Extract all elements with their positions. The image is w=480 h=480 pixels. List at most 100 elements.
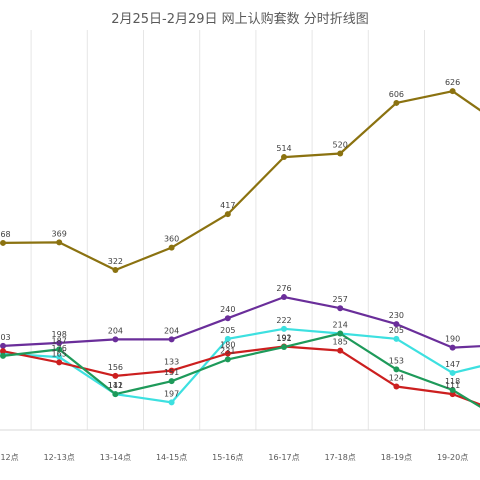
- data-label: 191: [276, 334, 291, 343]
- x-tick-label: 16-17点: [268, 453, 299, 462]
- data-point: [337, 347, 344, 354]
- data-point: [449, 391, 456, 398]
- series-line-4: [2, 345, 480, 406]
- data-point: [0, 239, 6, 246]
- series-line-5: [2, 332, 480, 408]
- data-point: [281, 325, 287, 332]
- data-label: 111: [108, 381, 123, 390]
- data-point: [112, 267, 119, 273]
- data-point: [449, 369, 456, 376]
- data-label: 147: [445, 360, 460, 369]
- data-label: 153: [389, 356, 404, 365]
- data-label: 111: [445, 381, 460, 390]
- data-label: 205: [389, 326, 404, 335]
- data-point: [337, 150, 344, 157]
- x-tick-label: 14-15点: [156, 453, 187, 462]
- data-point: [56, 239, 63, 246]
- data-label: 606: [389, 90, 404, 99]
- data-point: [56, 354, 63, 361]
- data-label: 176: [52, 344, 67, 353]
- data-point: [224, 335, 231, 342]
- data-label: 165: [52, 349, 67, 358]
- data-label: 257: [333, 295, 348, 304]
- data-label: 151: [164, 368, 179, 377]
- data-point: [393, 366, 400, 373]
- data-label: 626: [445, 78, 460, 87]
- data-point: [112, 336, 119, 343]
- series-line-3: [2, 327, 480, 404]
- series-line-1: [2, 90, 480, 272]
- data-point: [224, 350, 231, 357]
- series-points: [0, 88, 456, 406]
- x-tick-label: 11-12点: [0, 453, 19, 462]
- data-point: [224, 356, 231, 363]
- data-label: 240: [220, 305, 235, 314]
- data-point: [393, 321, 400, 328]
- data-point: [168, 367, 175, 374]
- data-point: [168, 336, 175, 343]
- series-line-2: [2, 296, 480, 349]
- data-label: 417: [220, 201, 235, 210]
- data-label: 180: [220, 341, 235, 350]
- data-point: [281, 344, 287, 351]
- data-label: 204: [108, 326, 123, 335]
- data-label: 133: [164, 358, 179, 367]
- data-point: [112, 372, 119, 379]
- data-label: 190: [445, 335, 460, 344]
- data-label: 192: [276, 333, 291, 342]
- data-label: 520: [333, 141, 348, 150]
- data-point: [393, 99, 400, 106]
- data-label: 368: [0, 230, 11, 239]
- data-point: [449, 344, 456, 351]
- data-label: 142: [108, 381, 123, 390]
- data-point: [0, 342, 6, 349]
- data-point: [0, 352, 6, 359]
- data-label: 156: [108, 363, 123, 372]
- x-tick-label: 17-18点: [325, 453, 356, 462]
- data-point: [168, 399, 175, 406]
- data-label: 198: [52, 330, 67, 339]
- x-tick-label: 15-16点: [212, 453, 243, 462]
- x-tick-label: 19-20点: [437, 453, 468, 462]
- data-point: [224, 211, 231, 218]
- data-point: [281, 154, 287, 161]
- data-point: [56, 339, 63, 346]
- data-point: [393, 335, 400, 342]
- x-tick-label: 12-13点: [44, 453, 75, 462]
- data-point: [449, 88, 456, 95]
- data-label: 231: [220, 346, 235, 355]
- data-label: 187: [52, 336, 67, 345]
- data-point: [56, 359, 63, 366]
- data-label: 514: [276, 144, 291, 153]
- chart-title: 2月25日-2月29日 网上认购套数 分时折线图: [111, 12, 369, 27]
- data-label: 205: [220, 326, 235, 335]
- data-point: [112, 391, 119, 398]
- data-label: 230: [389, 311, 404, 320]
- data-label: 214: [333, 321, 348, 330]
- data-label: 276: [276, 284, 291, 293]
- data-label: 118: [445, 377, 460, 386]
- data-point: [0, 348, 6, 355]
- data-point: [449, 387, 456, 393]
- data-point: [224, 315, 231, 322]
- data-point: [56, 346, 63, 353]
- series-lines: [2, 90, 480, 408]
- x-tick-label: 13-14点: [100, 453, 131, 462]
- data-point: [168, 378, 175, 385]
- data-label: 360: [164, 235, 179, 244]
- data-point: [337, 305, 344, 312]
- data-label: 203: [0, 333, 11, 342]
- data-label: 222: [276, 316, 291, 325]
- data-label: 322: [108, 257, 123, 266]
- data-point: [337, 330, 344, 337]
- data-label: 197: [164, 389, 179, 398]
- data-label: 369: [52, 229, 67, 238]
- x-tick-labels: 11-12点 12-13点 13-14点 14-15点 15-16点 16-17点 17-1…: [0, 453, 468, 462]
- data-point: [168, 244, 175, 251]
- data-point: [393, 383, 400, 390]
- x-tick-label: 18-19点: [381, 453, 412, 462]
- data-label: 124: [389, 373, 404, 382]
- data-label: 204: [164, 326, 179, 335]
- data-point: [281, 294, 287, 301]
